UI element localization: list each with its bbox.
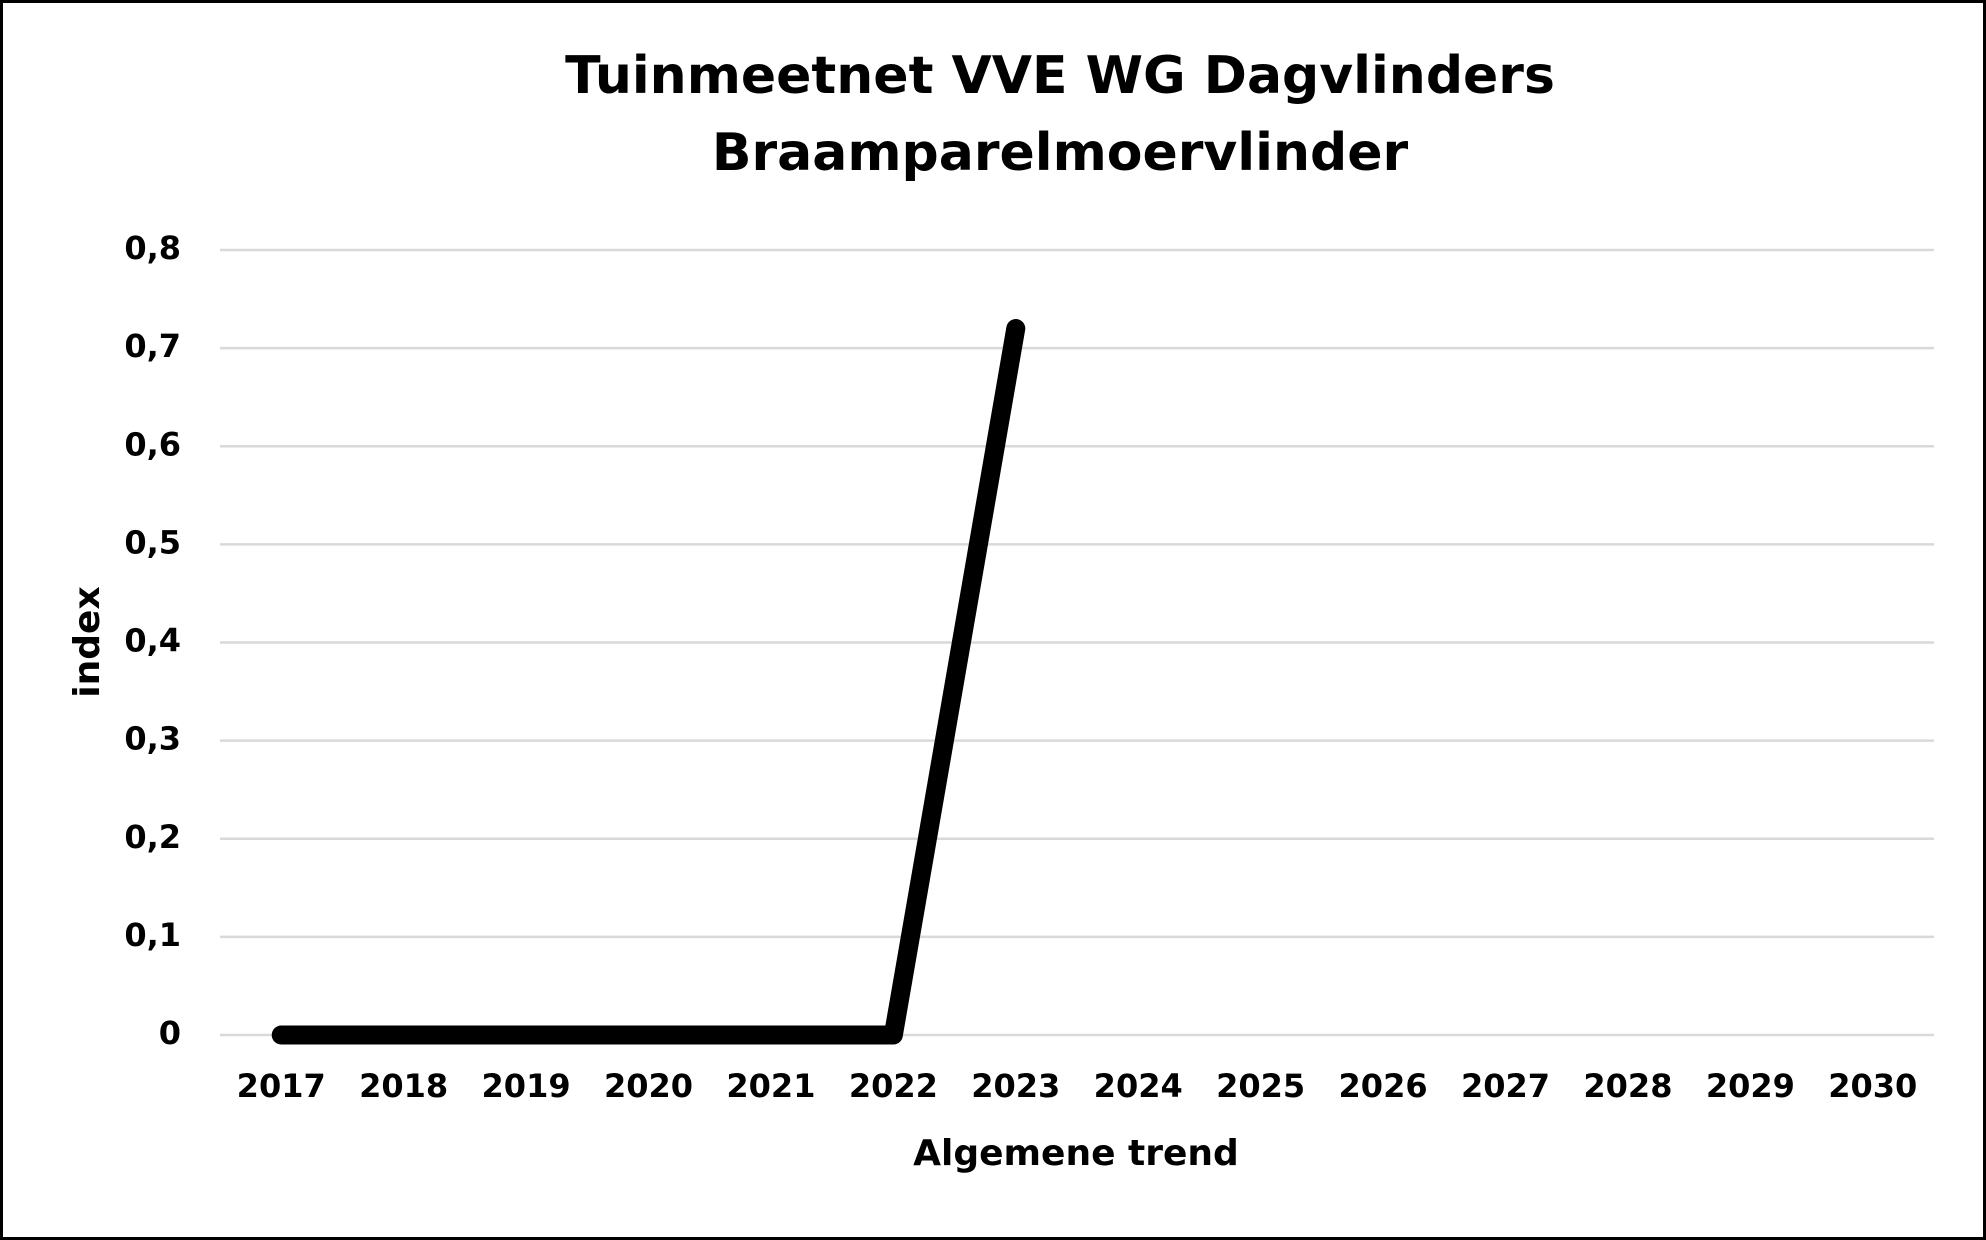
y-tick-label: 0,3 (124, 720, 181, 758)
x-tick-label: 2017 (237, 1067, 326, 1105)
x-tick-label: 2018 (359, 1067, 448, 1105)
y-tick-label: 0,4 (124, 622, 181, 660)
x-axis-title: Algemene trend (913, 1133, 1239, 1174)
x-tick-label: 2021 (726, 1067, 815, 1105)
x-tick-label: 2020 (604, 1067, 693, 1105)
x-tick-label: 2024 (1094, 1067, 1183, 1105)
x-tick-label: 2019 (482, 1067, 571, 1105)
y-tick-label: 0,7 (124, 327, 181, 365)
x-tick-label: 2027 (1461, 1067, 1550, 1105)
y-tick-label: 0,1 (124, 916, 181, 954)
x-tick-label: 2025 (1216, 1067, 1305, 1105)
y-tick-label: 0 (159, 1014, 181, 1052)
chart-title: Braamparelmoervlinder (712, 123, 1409, 183)
y-tick-label: 0,2 (124, 818, 181, 856)
x-tick-label: 2030 (1828, 1067, 1917, 1105)
x-tick-label: 2026 (1339, 1067, 1428, 1105)
y-tick-label: 0,6 (124, 425, 181, 463)
x-tick-label: 2029 (1706, 1067, 1795, 1105)
y-tick-label: 0,8 (124, 229, 181, 267)
chart-title: Tuinmeetnet VVE WG Dagvlinders (565, 46, 1555, 106)
y-tick-label: 0,5 (124, 523, 181, 561)
x-tick-label: 2028 (1583, 1067, 1672, 1105)
x-tick-label: 2023 (971, 1067, 1060, 1105)
data-line (271, 319, 1026, 1045)
y-axis-title: index (67, 586, 108, 697)
x-tick-label: 2022 (849, 1067, 938, 1105)
